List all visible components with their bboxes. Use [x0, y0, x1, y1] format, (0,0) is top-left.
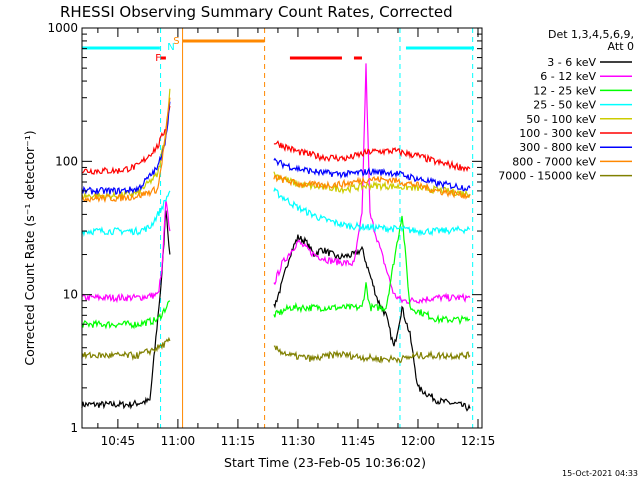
x-tick-label: 10:45 [101, 434, 136, 448]
series-line [273, 215, 471, 326]
legend-entry-label: 6 - 12 keV [540, 70, 596, 83]
plot-frame [81, 27, 483, 429]
series-line [273, 140, 471, 173]
y-tick-label: 100 [55, 154, 78, 168]
series-line [81, 101, 171, 196]
axes: 1 10 100 1000 10:45 11:00 11:15 11:30 11:45 12:00… [47, 21, 495, 448]
x-tick-label: 12:15 [461, 434, 496, 448]
legend-entry-label: 25 - 50 keV [533, 99, 596, 112]
y-tick-label: 10 [63, 288, 78, 302]
legend-header: Att 0 [608, 40, 634, 53]
y-tick-label: 1000 [47, 21, 78, 35]
flag-label-S: S [173, 36, 179, 47]
timestamp: 15-Oct-2021 04:33 [562, 469, 638, 478]
series-line [81, 190, 171, 237]
series-line [81, 97, 171, 204]
flag-label-N: N [167, 42, 174, 53]
series-line [81, 300, 171, 330]
series-line [273, 63, 471, 305]
legend-entry-label: 100 - 300 keV [519, 127, 596, 140]
flag-label-F: F [155, 53, 161, 64]
series-line [81, 336, 171, 361]
series-line [273, 157, 471, 192]
series-line [273, 187, 471, 237]
x-tick-label: 11:45 [341, 434, 376, 448]
x-axis-label: Start Time (23-Feb-05 10:36:02) [224, 455, 426, 470]
x-tick-label: 11:00 [161, 434, 196, 448]
legend-entry-label: 300 - 800 keV [519, 141, 596, 154]
series-line [81, 105, 171, 176]
chart-title: RHESSI Observing Summary Count Rates, Co… [60, 3, 453, 21]
y-tick-label: 1 [70, 421, 78, 435]
x-tick-label: 11:15 [221, 434, 256, 448]
x-tick-label: 12:00 [401, 434, 436, 448]
x-tick-label: 11:30 [281, 434, 316, 448]
legend-entry-label: 50 - 100 keV [526, 113, 596, 126]
series-line [273, 345, 471, 364]
series-line [81, 210, 171, 410]
plot-area: FNS [81, 28, 474, 428]
legend-entry-label: 800 - 7000 keV [512, 155, 596, 168]
y-axis-label: Corrected Count Rate (s⁻¹ detector⁻¹) [22, 130, 37, 365]
legend-entry-label: 12 - 25 keV [533, 84, 596, 97]
series-line [81, 199, 171, 304]
series-line [273, 174, 471, 200]
series-line [273, 234, 471, 412]
legend-entry-label: 7000 - 15000 keV [498, 170, 596, 183]
legend-header: Det 1,3,4,5,6,9, [548, 28, 634, 41]
series-line [273, 171, 471, 199]
legend-entry-label: 3 - 6 keV [547, 56, 596, 69]
